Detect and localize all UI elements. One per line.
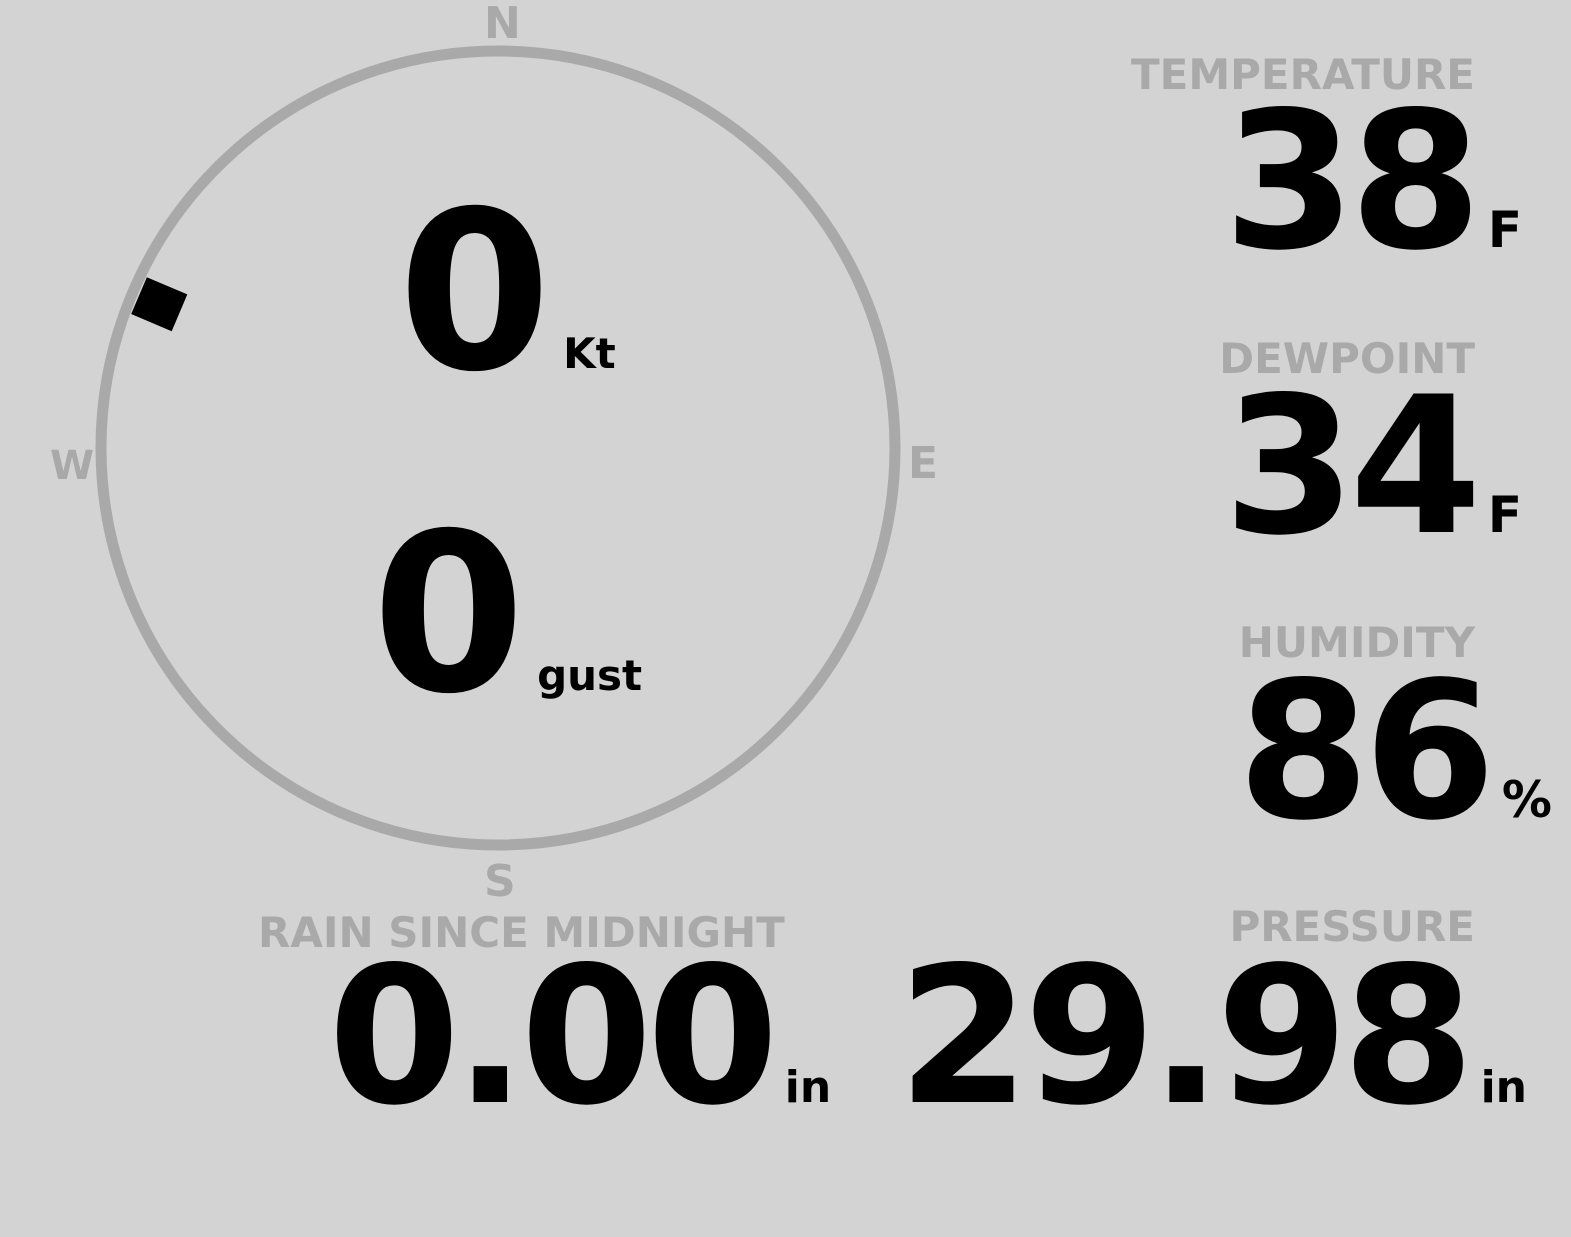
dewpoint-value: 34 [1223,356,1481,577]
rain-label: RAIN SINCE MIDNIGHT [258,908,785,957]
wind-gust-unit: gust [537,651,643,700]
humidity-label: HUMIDITY [1238,618,1475,667]
temperature-label: TEMPERATURE [1131,50,1475,99]
rain-value: 0.00 [328,926,779,1147]
compass-west: W [50,443,95,489]
pressure-value: 29.98 [897,926,1475,1147]
temperature-value: 38 [1223,71,1481,292]
pressure-label: PRESSURE [1229,902,1475,951]
pressure-unit: in [1480,1062,1527,1113]
humidity-readout: 86 % [1237,641,1552,862]
wind-speed-value: 0 [398,164,552,420]
wind-speed-unit: Kt [563,329,616,378]
wind-gust-readout: 0 gust [372,486,643,742]
temperature-unit: F [1487,201,1522,259]
humidity-value: 86 [1237,641,1495,862]
compass-north: N [484,0,521,49]
rain-unit: in [784,1062,832,1113]
humidity-unit: % [1501,771,1552,829]
dewpoint-readout: 34 F [1223,356,1522,577]
compass-dial [95,45,901,851]
pressure-readout: 29.98 in [897,926,1527,1147]
compass-south: S [484,856,516,907]
rain-readout: 0.00 in [328,926,832,1147]
compass-east: E [908,438,939,489]
compass-ring [95,45,901,851]
wind-direction-marker [131,277,188,332]
temperature-readout: 38 F [1223,71,1522,292]
wind-gust-value: 0 [372,486,526,742]
wind-speed-readout: 0 Kt [398,164,616,420]
dewpoint-unit: F [1487,486,1522,544]
dewpoint-label: DEWPOINT [1219,334,1475,383]
